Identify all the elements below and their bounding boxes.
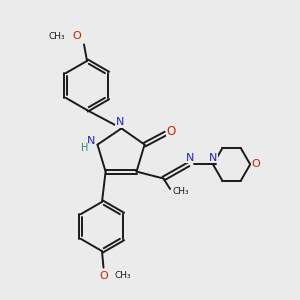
- Text: H: H: [81, 143, 88, 153]
- Text: O: O: [252, 159, 261, 170]
- Text: N: N: [209, 153, 217, 163]
- Text: N: N: [87, 136, 95, 146]
- Text: N: N: [186, 153, 194, 163]
- Text: CH₃: CH₃: [49, 32, 65, 41]
- Text: O: O: [99, 271, 108, 281]
- Text: O: O: [167, 124, 176, 138]
- Text: CH₃: CH₃: [115, 271, 131, 280]
- Text: O: O: [72, 31, 81, 41]
- Text: CH₃: CH₃: [172, 187, 189, 196]
- Text: N: N: [116, 117, 124, 128]
